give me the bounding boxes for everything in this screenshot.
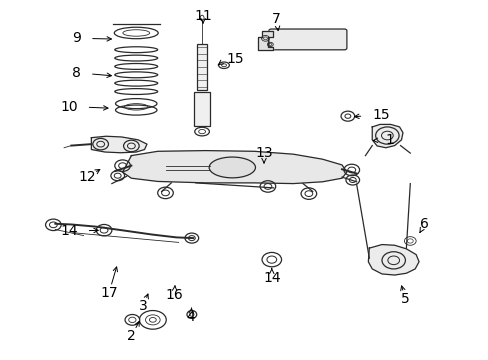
Polygon shape xyxy=(367,244,418,275)
Text: 6: 6 xyxy=(420,217,428,231)
Polygon shape xyxy=(122,150,346,184)
Polygon shape xyxy=(91,136,147,153)
Text: 9: 9 xyxy=(72,31,81,45)
Ellipse shape xyxy=(209,157,255,178)
Text: 7: 7 xyxy=(272,12,281,26)
Bar xyxy=(196,44,207,90)
Text: 17: 17 xyxy=(100,286,118,300)
Text: 12: 12 xyxy=(79,170,96,184)
Ellipse shape xyxy=(194,127,209,136)
Text: 11: 11 xyxy=(194,9,211,23)
Text: 3: 3 xyxy=(139,299,147,313)
Ellipse shape xyxy=(218,62,229,68)
Polygon shape xyxy=(258,31,272,50)
Text: 2: 2 xyxy=(127,329,136,343)
Text: 5: 5 xyxy=(400,292,409,306)
Text: 8: 8 xyxy=(72,66,81,80)
FancyBboxPatch shape xyxy=(268,29,346,50)
Text: 1: 1 xyxy=(385,133,394,147)
Ellipse shape xyxy=(125,315,140,325)
Text: 15: 15 xyxy=(226,52,244,66)
Text: 4: 4 xyxy=(186,310,195,324)
Text: 16: 16 xyxy=(165,288,183,302)
Text: 15: 15 xyxy=(371,108,389,122)
Text: 10: 10 xyxy=(60,100,78,114)
Ellipse shape xyxy=(186,311,196,319)
Text: 14: 14 xyxy=(60,224,78,238)
Text: 14: 14 xyxy=(263,271,280,284)
Ellipse shape xyxy=(200,15,203,21)
Text: 13: 13 xyxy=(255,146,272,160)
Bar xyxy=(194,92,209,126)
Ellipse shape xyxy=(139,311,166,329)
Polygon shape xyxy=(371,125,402,148)
